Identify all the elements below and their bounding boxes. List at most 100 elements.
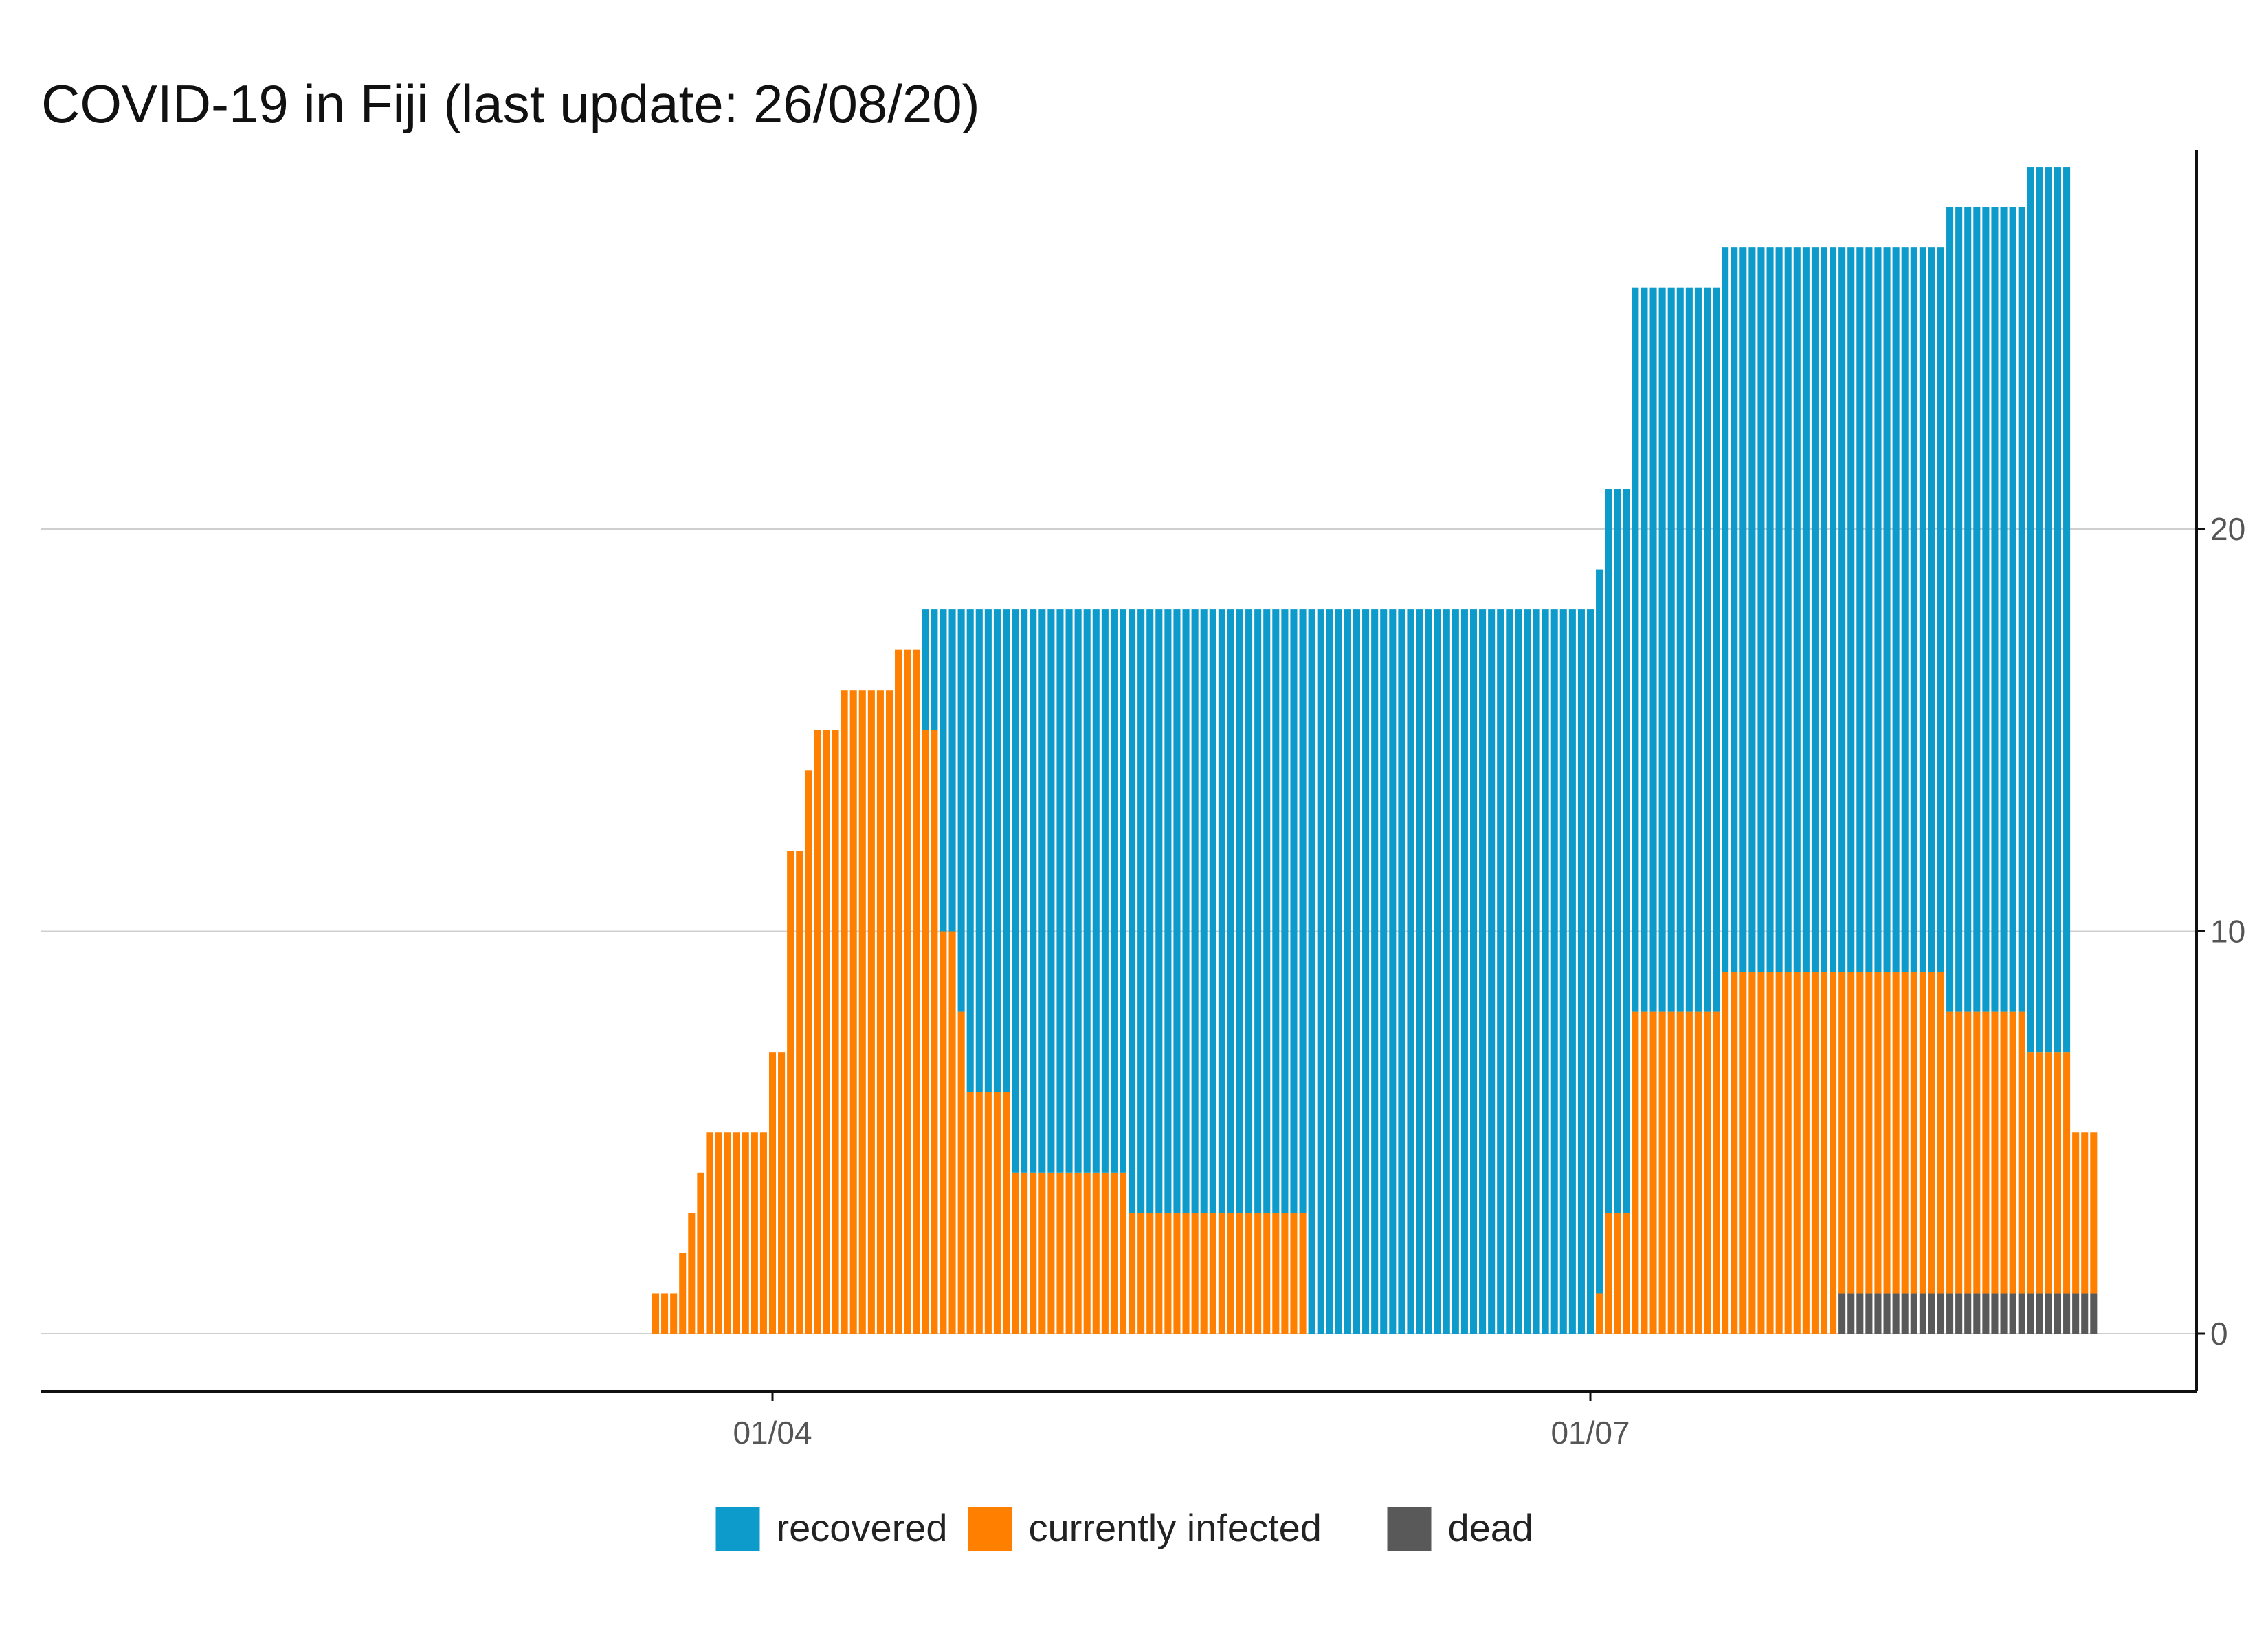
bar-recovered xyxy=(1901,247,1909,972)
bar-recovered xyxy=(1694,287,1702,1012)
bar-recovered xyxy=(1460,609,1468,1334)
bar-currently-infected xyxy=(1021,1172,1028,1334)
bar-dead xyxy=(2054,1293,2062,1334)
bar-currently-infected xyxy=(715,1132,722,1334)
bar-currently-infected xyxy=(1739,972,1747,1334)
bar-recovered xyxy=(1416,609,1423,1334)
y-tick-label: 20 xyxy=(2210,511,2245,547)
bar-recovered xyxy=(1515,609,1522,1334)
bar-currently-infected xyxy=(751,1132,758,1334)
bar-recovered xyxy=(1443,609,1450,1334)
bar-currently-infected xyxy=(724,1132,731,1334)
bar-currently-infected xyxy=(1784,972,1792,1334)
bar-currently-infected xyxy=(787,851,794,1334)
bar-dead xyxy=(1901,1293,1909,1334)
bar-recovered xyxy=(1991,207,1999,1012)
bar-recovered xyxy=(1110,609,1118,1173)
bar-currently-infected xyxy=(1694,1011,1702,1334)
bar-recovered xyxy=(1398,609,1405,1334)
bar-currently-infected xyxy=(1146,1213,1154,1334)
bar-currently-infected xyxy=(1820,972,1828,1334)
bar-dead xyxy=(2063,1293,2071,1334)
bar-dead xyxy=(2018,1293,2025,1334)
bar-recovered xyxy=(1272,609,1280,1213)
bar-recovered xyxy=(984,609,992,1092)
bar-dead xyxy=(1955,1293,1963,1334)
bar-currently-infected xyxy=(1209,1213,1216,1334)
bar-currently-infected xyxy=(1299,1213,1307,1334)
bar-recovered xyxy=(1083,609,1091,1173)
bar-currently-infected xyxy=(1218,1213,1225,1334)
bar-recovered xyxy=(1335,609,1342,1334)
bar-recovered xyxy=(1038,609,1046,1173)
legend-swatch xyxy=(1387,1507,1432,1551)
bar-recovered xyxy=(1209,609,1216,1213)
bar-dead xyxy=(1874,1293,1882,1334)
bar-currently-infected xyxy=(957,1011,965,1334)
bar-recovered xyxy=(1245,609,1253,1213)
bar-recovered xyxy=(1614,489,1621,1213)
bar-recovered xyxy=(1883,247,1891,972)
bar-recovered xyxy=(1263,609,1271,1213)
bar-recovered xyxy=(975,609,983,1092)
chart-title: COVID-19 in Fiji (last update: 26/08/20) xyxy=(41,74,980,134)
bar-dead xyxy=(2090,1293,2098,1334)
bar-currently-infected xyxy=(1901,972,1909,1294)
bar-currently-infected xyxy=(2027,1052,2034,1294)
bar-dead xyxy=(1856,1293,1864,1334)
bar-currently-infected xyxy=(1254,1213,1262,1334)
bar-recovered xyxy=(1830,247,1837,972)
bar-currently-infected xyxy=(1713,1011,1720,1334)
bar-currently-infected xyxy=(1676,1011,1684,1334)
bar-dead xyxy=(1946,1293,1954,1334)
bar-currently-infected xyxy=(1964,1011,1972,1294)
bar-currently-infected xyxy=(1596,1293,1603,1334)
bar-currently-infected xyxy=(849,690,857,1334)
bar-recovered xyxy=(1524,609,1531,1334)
bar-currently-infected xyxy=(1802,972,1810,1334)
bar-recovered xyxy=(1802,247,1810,972)
bar-currently-infected xyxy=(1164,1213,1172,1334)
bar-currently-infected xyxy=(2063,1052,2071,1294)
bar-currently-infected xyxy=(1083,1172,1091,1334)
bar-currently-infected xyxy=(1667,1011,1675,1334)
bar-currently-infected xyxy=(679,1253,687,1334)
bar-dead xyxy=(1910,1293,1917,1334)
bar-recovered xyxy=(1847,247,1855,972)
bar-currently-infected xyxy=(1838,972,1846,1294)
bar-recovered xyxy=(1757,247,1765,972)
bar-recovered xyxy=(1371,609,1379,1334)
bar-recovered xyxy=(1919,247,1926,972)
bar-currently-infected xyxy=(1919,972,1926,1294)
bar-dead xyxy=(1838,1293,1846,1334)
bar-dead xyxy=(2036,1293,2043,1334)
bar-recovered xyxy=(1389,609,1397,1334)
bar-currently-infected xyxy=(778,1052,786,1334)
bar-recovered xyxy=(1101,609,1109,1173)
bar-recovered xyxy=(1766,247,1774,972)
bar-recovered xyxy=(1434,609,1441,1334)
bar-recovered xyxy=(1308,609,1315,1334)
bar-recovered xyxy=(1236,609,1244,1213)
bar-currently-infected xyxy=(1775,972,1783,1334)
bar-recovered xyxy=(1281,609,1289,1213)
bar-recovered xyxy=(1722,247,1729,972)
bar-recovered xyxy=(1497,609,1504,1334)
bar-dead xyxy=(1847,1293,1855,1334)
bar-recovered xyxy=(957,609,965,1012)
bar-recovered xyxy=(1317,609,1324,1334)
bar-dead xyxy=(2072,1293,2080,1334)
bar-recovered xyxy=(1119,609,1127,1173)
bar-recovered xyxy=(1973,207,1981,1012)
bar-recovered xyxy=(1856,247,1864,972)
bar-dead xyxy=(1883,1293,1891,1334)
bar-recovered xyxy=(1065,609,1073,1173)
bar-recovered xyxy=(1596,569,1603,1294)
bar-currently-infected xyxy=(1811,972,1819,1334)
bar-currently-infected xyxy=(1892,972,1900,1294)
bar-currently-infected xyxy=(2081,1132,2089,1294)
bar-dead xyxy=(1928,1293,1935,1334)
bar-recovered xyxy=(1344,609,1351,1334)
bar-recovered xyxy=(1290,609,1298,1213)
